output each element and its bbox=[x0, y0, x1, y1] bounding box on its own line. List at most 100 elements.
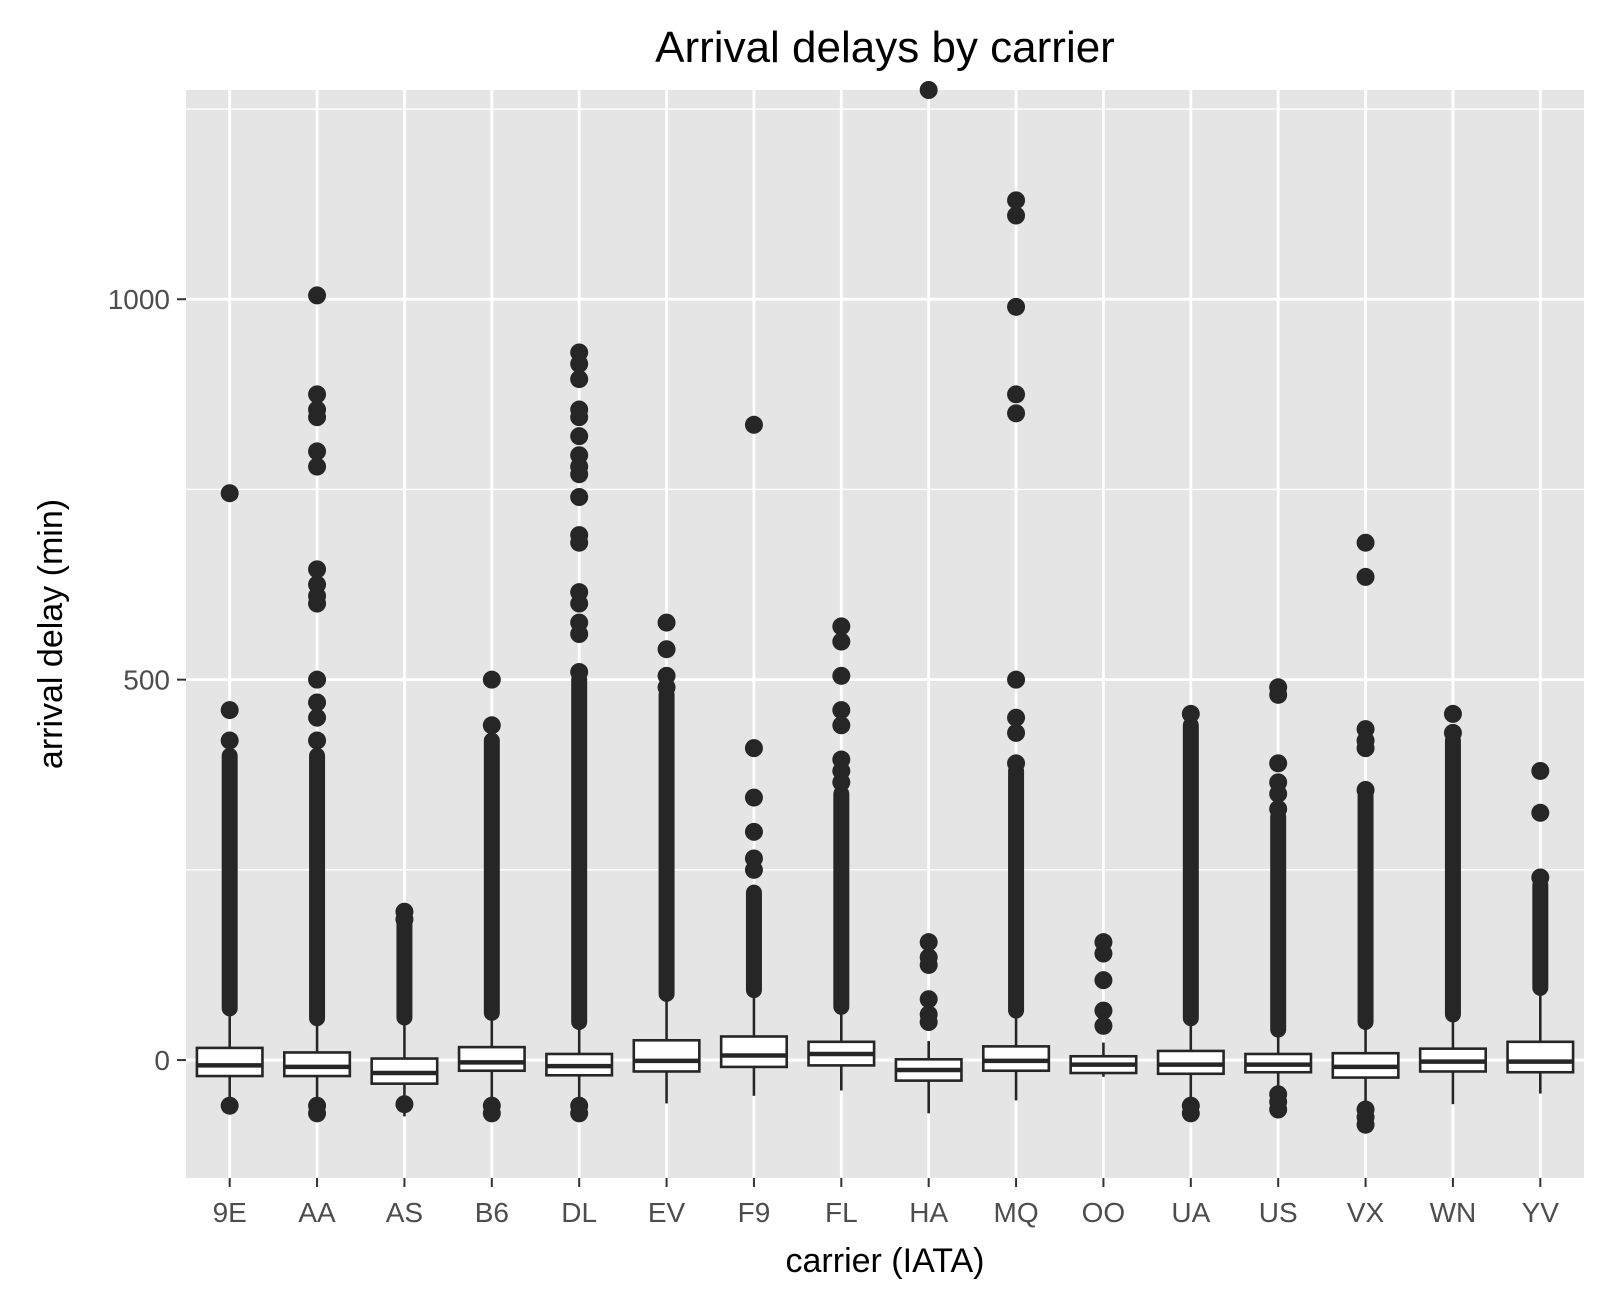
outlier-point bbox=[744, 822, 763, 841]
box-B6 bbox=[457, 732, 526, 1118]
outlier-point bbox=[308, 457, 327, 476]
box-HA bbox=[894, 1041, 963, 1114]
y-axis-title: arrival delay (min) bbox=[32, 499, 70, 769]
outlier-point bbox=[308, 670, 327, 689]
outlier-point bbox=[1007, 754, 1026, 773]
box-EV bbox=[632, 686, 701, 1104]
outlier-point bbox=[570, 400, 589, 419]
outlier-point bbox=[919, 948, 938, 967]
dense-outlier-band bbox=[1444, 732, 1461, 1023]
box-US bbox=[1244, 808, 1313, 1118]
outlier-point bbox=[1531, 803, 1550, 822]
dense-outlier-band bbox=[833, 785, 850, 1015]
box-iqr bbox=[719, 1035, 789, 1069]
outlier-point bbox=[308, 731, 327, 750]
outlier-point bbox=[308, 575, 327, 594]
y-axis: 0 500 1000 bbox=[108, 284, 186, 1076]
x-tick-label: UA bbox=[1171, 1197, 1210, 1228]
dense-outlier-band bbox=[1270, 808, 1287, 1038]
outlier-point bbox=[1007, 670, 1026, 689]
x-tick-label: EV bbox=[648, 1197, 686, 1228]
outlier-point bbox=[1269, 773, 1288, 792]
outlier-point bbox=[308, 560, 327, 579]
outlier-point bbox=[570, 446, 589, 465]
outlier-point bbox=[308, 442, 327, 461]
box-DL bbox=[545, 671, 614, 1118]
outliers-layer bbox=[220, 81, 1550, 1134]
outlier-point bbox=[1269, 678, 1288, 697]
x-axis: 9E AA AS B6 DL EV F9 FL HA MQ OO UA US VX WN YV bbox=[213, 1178, 1559, 1228]
outlier-point bbox=[1094, 1001, 1113, 1020]
outlier-point bbox=[1269, 1085, 1288, 1104]
outlier-point bbox=[1007, 206, 1026, 225]
dense-outlier-band bbox=[745, 884, 762, 999]
outlier-point bbox=[919, 933, 938, 952]
dense-outlier-band bbox=[396, 903, 413, 1026]
outlier-point bbox=[308, 286, 327, 305]
x-tick-label: 9E bbox=[213, 1197, 247, 1228]
box-UA bbox=[1156, 717, 1225, 1118]
outlier-point bbox=[832, 617, 851, 636]
x-tick-label: MQ bbox=[994, 1197, 1039, 1228]
box-OO bbox=[1069, 1042, 1138, 1077]
y-tick-label: 1000 bbox=[108, 284, 170, 315]
outlier-point bbox=[1094, 1016, 1113, 1035]
box-iqr bbox=[981, 1045, 1051, 1073]
dense-outlier-band bbox=[1008, 762, 1025, 1019]
outlier-point bbox=[1094, 933, 1113, 952]
outlier-point bbox=[1007, 723, 1026, 742]
outlier-point bbox=[832, 632, 851, 651]
box-F9 bbox=[719, 884, 789, 1096]
outlier-point bbox=[657, 666, 676, 685]
outlier-point bbox=[832, 716, 851, 735]
outlier-point bbox=[657, 613, 676, 632]
outlier-point bbox=[570, 370, 589, 389]
outlier-point bbox=[308, 693, 327, 712]
x-tick-label: AS bbox=[386, 1197, 423, 1228]
x-tick-label: B6 bbox=[475, 1197, 509, 1228]
outlier-point bbox=[308, 1096, 327, 1115]
outlier-point bbox=[1007, 385, 1026, 404]
dense-outlier-band bbox=[309, 747, 326, 1027]
outlier-point bbox=[1356, 720, 1375, 739]
outlier-point bbox=[570, 343, 589, 362]
box-iqr bbox=[1506, 1040, 1575, 1074]
outlier-point bbox=[1531, 761, 1550, 780]
outlier-point bbox=[570, 583, 589, 602]
box-iqr bbox=[632, 1038, 701, 1073]
box-iqr bbox=[457, 1045, 526, 1073]
x-tick-label: VX bbox=[1347, 1197, 1385, 1228]
dense-outlier-band bbox=[483, 732, 500, 1021]
y-tick-label: 500 bbox=[123, 665, 170, 696]
outlier-point bbox=[744, 739, 763, 758]
box-iqr bbox=[282, 1051, 352, 1078]
outlier-point bbox=[308, 400, 327, 419]
outlier-point bbox=[1007, 404, 1026, 423]
box-iqr bbox=[195, 1046, 264, 1078]
plot-panel bbox=[186, 90, 1584, 1178]
outlier-point bbox=[570, 663, 589, 682]
outlier-point bbox=[1356, 1100, 1375, 1119]
outlier-point bbox=[919, 1005, 938, 1024]
outlier-point bbox=[220, 1096, 239, 1115]
x-tick-label: F9 bbox=[738, 1197, 771, 1228]
box-AS bbox=[370, 903, 439, 1117]
x-tick-label: US bbox=[1259, 1197, 1298, 1228]
outlier-point bbox=[1007, 708, 1026, 727]
x-axis-title: carrier (IATA) bbox=[786, 1242, 985, 1280]
box-9E bbox=[195, 747, 264, 1112]
box-YV bbox=[1506, 877, 1575, 1094]
outlier-point bbox=[1356, 567, 1375, 586]
dense-outlier-band bbox=[1532, 877, 1549, 996]
x-tick-label: FL bbox=[825, 1197, 858, 1228]
x-tick-label: OO bbox=[1082, 1197, 1126, 1228]
outlier-point bbox=[919, 81, 938, 99]
outlier-point bbox=[1356, 780, 1375, 799]
outlier-point bbox=[482, 716, 501, 735]
outlier-point bbox=[1181, 704, 1200, 723]
outlier-point bbox=[1007, 297, 1026, 316]
x-tick-label: DL bbox=[561, 1197, 597, 1228]
y-tick-label: 0 bbox=[154, 1045, 170, 1076]
box-WN bbox=[1418, 732, 1488, 1105]
outlier-point bbox=[570, 427, 589, 446]
